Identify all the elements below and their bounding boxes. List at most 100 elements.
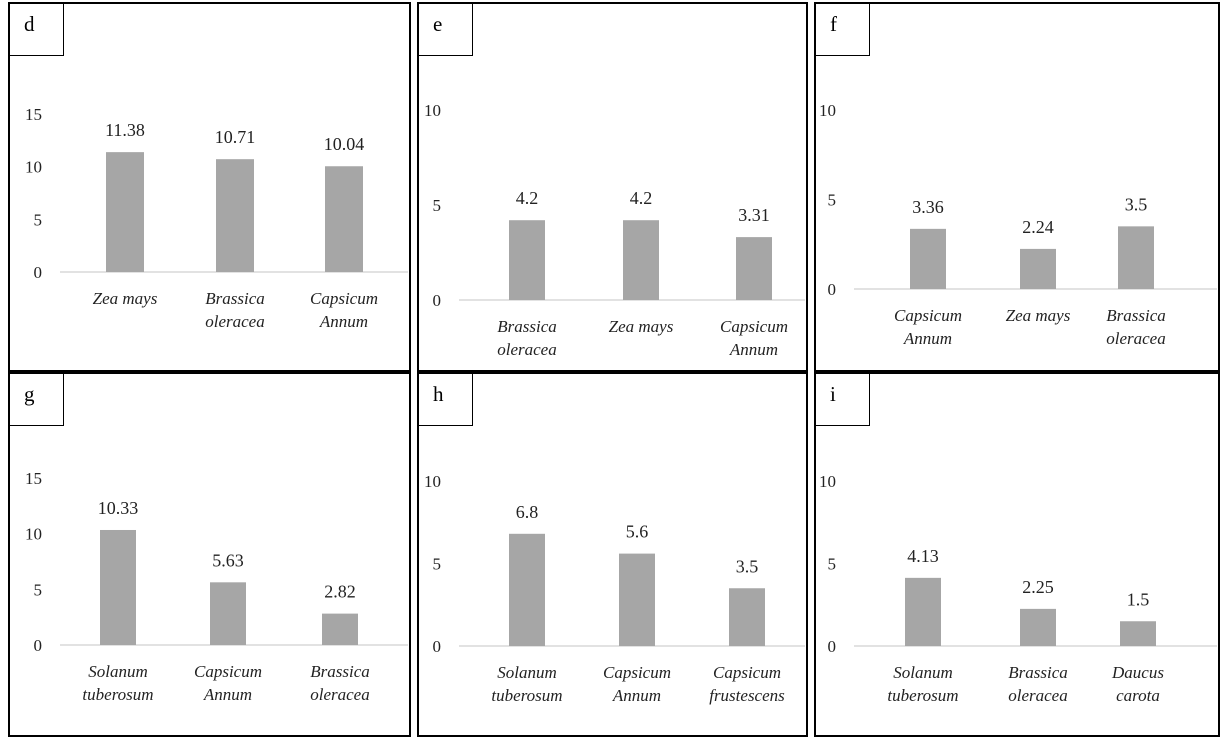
y-tick-label: 0 bbox=[34, 636, 43, 655]
bar bbox=[509, 533, 545, 646]
x-category-label: Zea mays bbox=[609, 317, 674, 336]
data-label: 6.8 bbox=[516, 502, 539, 522]
x-category-label: Solanum bbox=[88, 662, 148, 681]
panel-letter-e: e bbox=[419, 4, 473, 56]
data-label: 4.2 bbox=[630, 188, 653, 208]
y-tick-label: 5 bbox=[34, 580, 43, 599]
bar bbox=[736, 237, 772, 300]
data-label: 10.71 bbox=[215, 127, 256, 147]
x-category-label: Capsicum bbox=[720, 317, 788, 336]
x-category-label: Solanum bbox=[497, 663, 557, 682]
data-label: 2.25 bbox=[1022, 577, 1054, 597]
bar bbox=[322, 613, 358, 645]
x-category-label: Annum bbox=[319, 312, 368, 331]
data-label: 2.24 bbox=[1022, 217, 1054, 237]
x-category-label: Annum bbox=[903, 329, 952, 348]
x-category-label: Brassica bbox=[1008, 663, 1068, 682]
x-category-label: Capsicum bbox=[603, 663, 671, 682]
panel-letter-i: i bbox=[816, 374, 870, 426]
y-tick-label: 5 bbox=[433, 196, 442, 215]
bar bbox=[106, 152, 144, 272]
bar bbox=[1118, 226, 1154, 289]
chart-svg-e: 0 5 10 4.2 Brassica oleracea 4.2 Zea mays 3.31 Ca… bbox=[424, 101, 805, 359]
data-label: 2.82 bbox=[324, 582, 356, 602]
bar bbox=[623, 220, 659, 300]
bar bbox=[910, 228, 946, 289]
panel-letter-f: f bbox=[816, 4, 870, 56]
x-category-label: tuberosum bbox=[887, 686, 958, 705]
data-label: 4.2 bbox=[516, 188, 539, 208]
bar bbox=[619, 553, 655, 646]
x-category-label: Brassica bbox=[1106, 306, 1166, 325]
data-label: 3.5 bbox=[1125, 194, 1148, 214]
data-label: 3.31 bbox=[738, 205, 770, 225]
data-label: 1.5 bbox=[1127, 589, 1150, 609]
y-tick-label: 10 bbox=[819, 101, 836, 120]
x-category-label: oleracea bbox=[497, 340, 556, 359]
bar bbox=[1020, 248, 1056, 289]
y-tick-label: 5 bbox=[433, 555, 442, 574]
chart-panel-g: 0 5 10 15 10.33 Solanum tuberosum 5.63 Capsicum A… bbox=[8, 372, 411, 737]
bar bbox=[729, 588, 765, 646]
x-category-label: Brassica bbox=[205, 289, 265, 308]
chart-panel-h: 0 5 10 6.8 Solanum tuberosum 5.6 Capsicum Annum 3… bbox=[417, 372, 808, 737]
x-category-label: Annum bbox=[203, 685, 252, 704]
x-category-label: oleracea bbox=[310, 685, 369, 704]
y-tick-label: 0 bbox=[34, 263, 43, 282]
data-label: 5.6 bbox=[626, 522, 649, 542]
x-category-label: Brassica bbox=[310, 662, 370, 681]
data-label: 10.04 bbox=[324, 134, 365, 154]
data-label: 10.33 bbox=[98, 498, 139, 518]
chart-panel-d: 0 5 10 15 11.38 Zea mays 10.71 Brassica oleracea… bbox=[8, 2, 411, 372]
y-tick-label: 10 bbox=[424, 101, 441, 120]
bar bbox=[905, 577, 941, 646]
chart-svg-g: 0 5 10 15 10.33 Solanum tuberosum 5.63 Capsicum A… bbox=[25, 469, 408, 704]
chart-svg-f: 0 5 10 3.36 Capsicum Annum 2.24 Zea mays 3.5 Bras… bbox=[819, 101, 1217, 348]
y-tick-label: 0 bbox=[433, 291, 442, 310]
y-tick-label: 15 bbox=[25, 105, 42, 124]
data-label: 4.13 bbox=[907, 546, 939, 566]
y-tick-label: 0 bbox=[433, 637, 442, 656]
data-label: 11.38 bbox=[105, 120, 145, 140]
chart-panel-i: 0 5 10 4.13 Solanum tuberosum 2.25 Brassica oler… bbox=[814, 372, 1220, 737]
panel-letter-d: d bbox=[10, 4, 64, 56]
chart-svg-i: 0 5 10 4.13 Solanum tuberosum 2.25 Brassica oler… bbox=[819, 472, 1217, 705]
x-category-label: Annum bbox=[729, 340, 778, 359]
x-category-label: Daucus bbox=[1111, 663, 1164, 682]
y-tick-label: 0 bbox=[828, 280, 837, 299]
x-category-label: Capsicum bbox=[713, 663, 781, 682]
panel-letter-h: h bbox=[419, 374, 473, 426]
x-category-label: tuberosum bbox=[491, 686, 562, 705]
bar bbox=[210, 582, 246, 645]
y-tick-label: 0 bbox=[828, 637, 837, 656]
x-category-label: oleracea bbox=[1106, 329, 1165, 348]
x-category-label: Annum bbox=[612, 686, 661, 705]
bar bbox=[509, 220, 545, 300]
chart-panel-f: 0 5 10 3.36 Capsicum Annum 2.24 Zea mays 3.5 Bras… bbox=[814, 2, 1220, 372]
x-category-label: Zea mays bbox=[1006, 306, 1071, 325]
x-category-label: Solanum bbox=[893, 663, 953, 682]
bar bbox=[216, 159, 254, 272]
bar bbox=[100, 529, 136, 645]
chart-svg-d: 0 5 10 15 11.38 Zea mays 10.71 Brassica oleracea… bbox=[25, 105, 408, 331]
x-category-label: Capsicum bbox=[310, 289, 378, 308]
bar bbox=[1120, 621, 1156, 646]
y-tick-label: 5 bbox=[34, 210, 43, 229]
x-category-label: Zea mays bbox=[93, 289, 158, 308]
chart-panel-e: 0 5 10 4.2 Brassica oleracea 4.2 Zea mays 3.31 Ca… bbox=[417, 2, 808, 372]
y-tick-label: 5 bbox=[828, 555, 837, 574]
x-category-label: Brassica bbox=[497, 317, 557, 336]
y-tick-label: 10 bbox=[25, 158, 42, 177]
data-label: 3.5 bbox=[736, 556, 759, 576]
y-tick-label: 10 bbox=[819, 472, 836, 491]
bar bbox=[325, 166, 363, 272]
y-tick-label: 10 bbox=[25, 525, 42, 544]
y-tick-label: 5 bbox=[828, 191, 837, 210]
data-label: 3.36 bbox=[912, 197, 944, 217]
chart-svg-h: 0 5 10 6.8 Solanum tuberosum 5.6 Capsicum Annum 3… bbox=[424, 472, 805, 705]
x-category-label: oleracea bbox=[205, 312, 264, 331]
x-category-label: frustescens bbox=[709, 686, 785, 705]
y-tick-label: 15 bbox=[25, 469, 42, 488]
panel-letter-g: g bbox=[10, 374, 64, 426]
x-category-label: Capsicum bbox=[894, 306, 962, 325]
